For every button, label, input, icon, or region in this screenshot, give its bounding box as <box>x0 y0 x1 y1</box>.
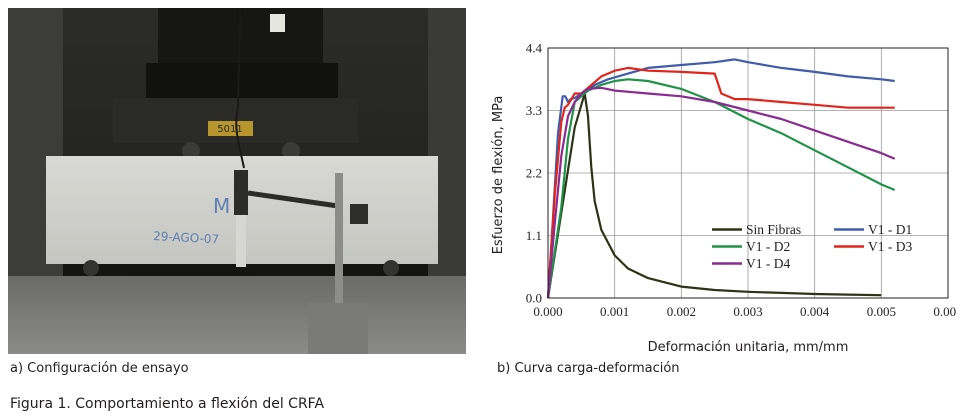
x-tick-label: 0.002 <box>667 304 696 319</box>
x-tick-label: 0.001 <box>600 304 629 319</box>
legend-label: Sin Fibras <box>746 222 801 237</box>
y-tick-label: 4.4 <box>526 41 543 56</box>
support-roller-right <box>383 260 399 276</box>
clamp-knob <box>350 204 368 224</box>
x-tick-label: 0.006 <box>933 304 956 319</box>
y-tick-label: 2.2 <box>526 166 542 181</box>
legend-label: V1 - D4 <box>746 256 790 271</box>
id-plate-label: 5011 <box>217 124 242 135</box>
x-tick-label: 0.003 <box>733 304 762 319</box>
series-line-v1-d1 <box>546 58 895 299</box>
y-tick-label: 3.3 <box>526 103 542 118</box>
cable-tag <box>270 14 285 32</box>
series-line-v1-d4 <box>546 86 896 299</box>
support-roller-left <box>83 260 99 276</box>
series-line-v1-d3 <box>546 66 895 299</box>
test-setup-illustration: 5011 M 29-AGO-07 <box>8 8 466 354</box>
series-line-sin-fibras <box>546 92 882 299</box>
legend-label: V1 - D1 <box>868 222 912 237</box>
y-tick-labels: 0.0 1.1 2.2 3.3 4.4 <box>526 41 543 306</box>
chart-legend: Sin Fibras V1 - D1 V1 - D2 V1 - D3 V1 - D4 <box>712 222 912 271</box>
chart-series <box>546 58 896 299</box>
legend-label: V1 - D2 <box>746 239 790 254</box>
magnetic-base <box>308 303 368 354</box>
caption-setup: a) Configuración de ensayo <box>10 361 189 376</box>
stand-rod <box>335 173 343 303</box>
gauge-arm <box>247 190 339 209</box>
press-plate <box>146 63 338 98</box>
flexural-stress-strain-chart: 0.000 0.001 0.002 0.003 0.004 0.005 0.006 0.0 1… <box>491 41 956 356</box>
plot-frame <box>547 47 949 299</box>
displacement-gauge <box>234 170 248 215</box>
gauge-cable <box>237 8 241 109</box>
specimen-writing-mark: M <box>213 194 230 218</box>
loading-roller-left <box>182 142 200 160</box>
x-axis-title: Deformación unitaria, mm/mm <box>648 340 849 355</box>
machine-base <box>8 276 466 354</box>
id-plate <box>208 121 253 136</box>
x-tick-label: 0.005 <box>867 304 896 319</box>
specimen-writing-date: 29-AGO-07 <box>153 229 220 246</box>
loading-roller-right <box>282 142 300 160</box>
caption-curve: b) Curva carga-deformación <box>497 361 680 376</box>
gauge-probe <box>236 215 246 267</box>
test-setup-photo: 5011 M 29-AGO-07 <box>8 8 466 354</box>
figure-caption: Figura 1. Comportamiento a flexión del C… <box>10 396 325 412</box>
series-line-v1-d2 <box>546 78 896 299</box>
y-axis-title: Esfuerzo de flexión, MPa <box>491 96 506 255</box>
x-tick-label: 0.000 <box>533 304 562 319</box>
x-tick-label: 0.004 <box>800 304 830 319</box>
y-tick-label: 1.1 <box>526 228 542 243</box>
y-tick-label: 0.0 <box>526 291 542 306</box>
x-tick-labels: 0.000 0.001 0.002 0.003 0.004 0.005 0.006 <box>533 304 956 319</box>
legend-label: V1 - D3 <box>868 239 912 254</box>
